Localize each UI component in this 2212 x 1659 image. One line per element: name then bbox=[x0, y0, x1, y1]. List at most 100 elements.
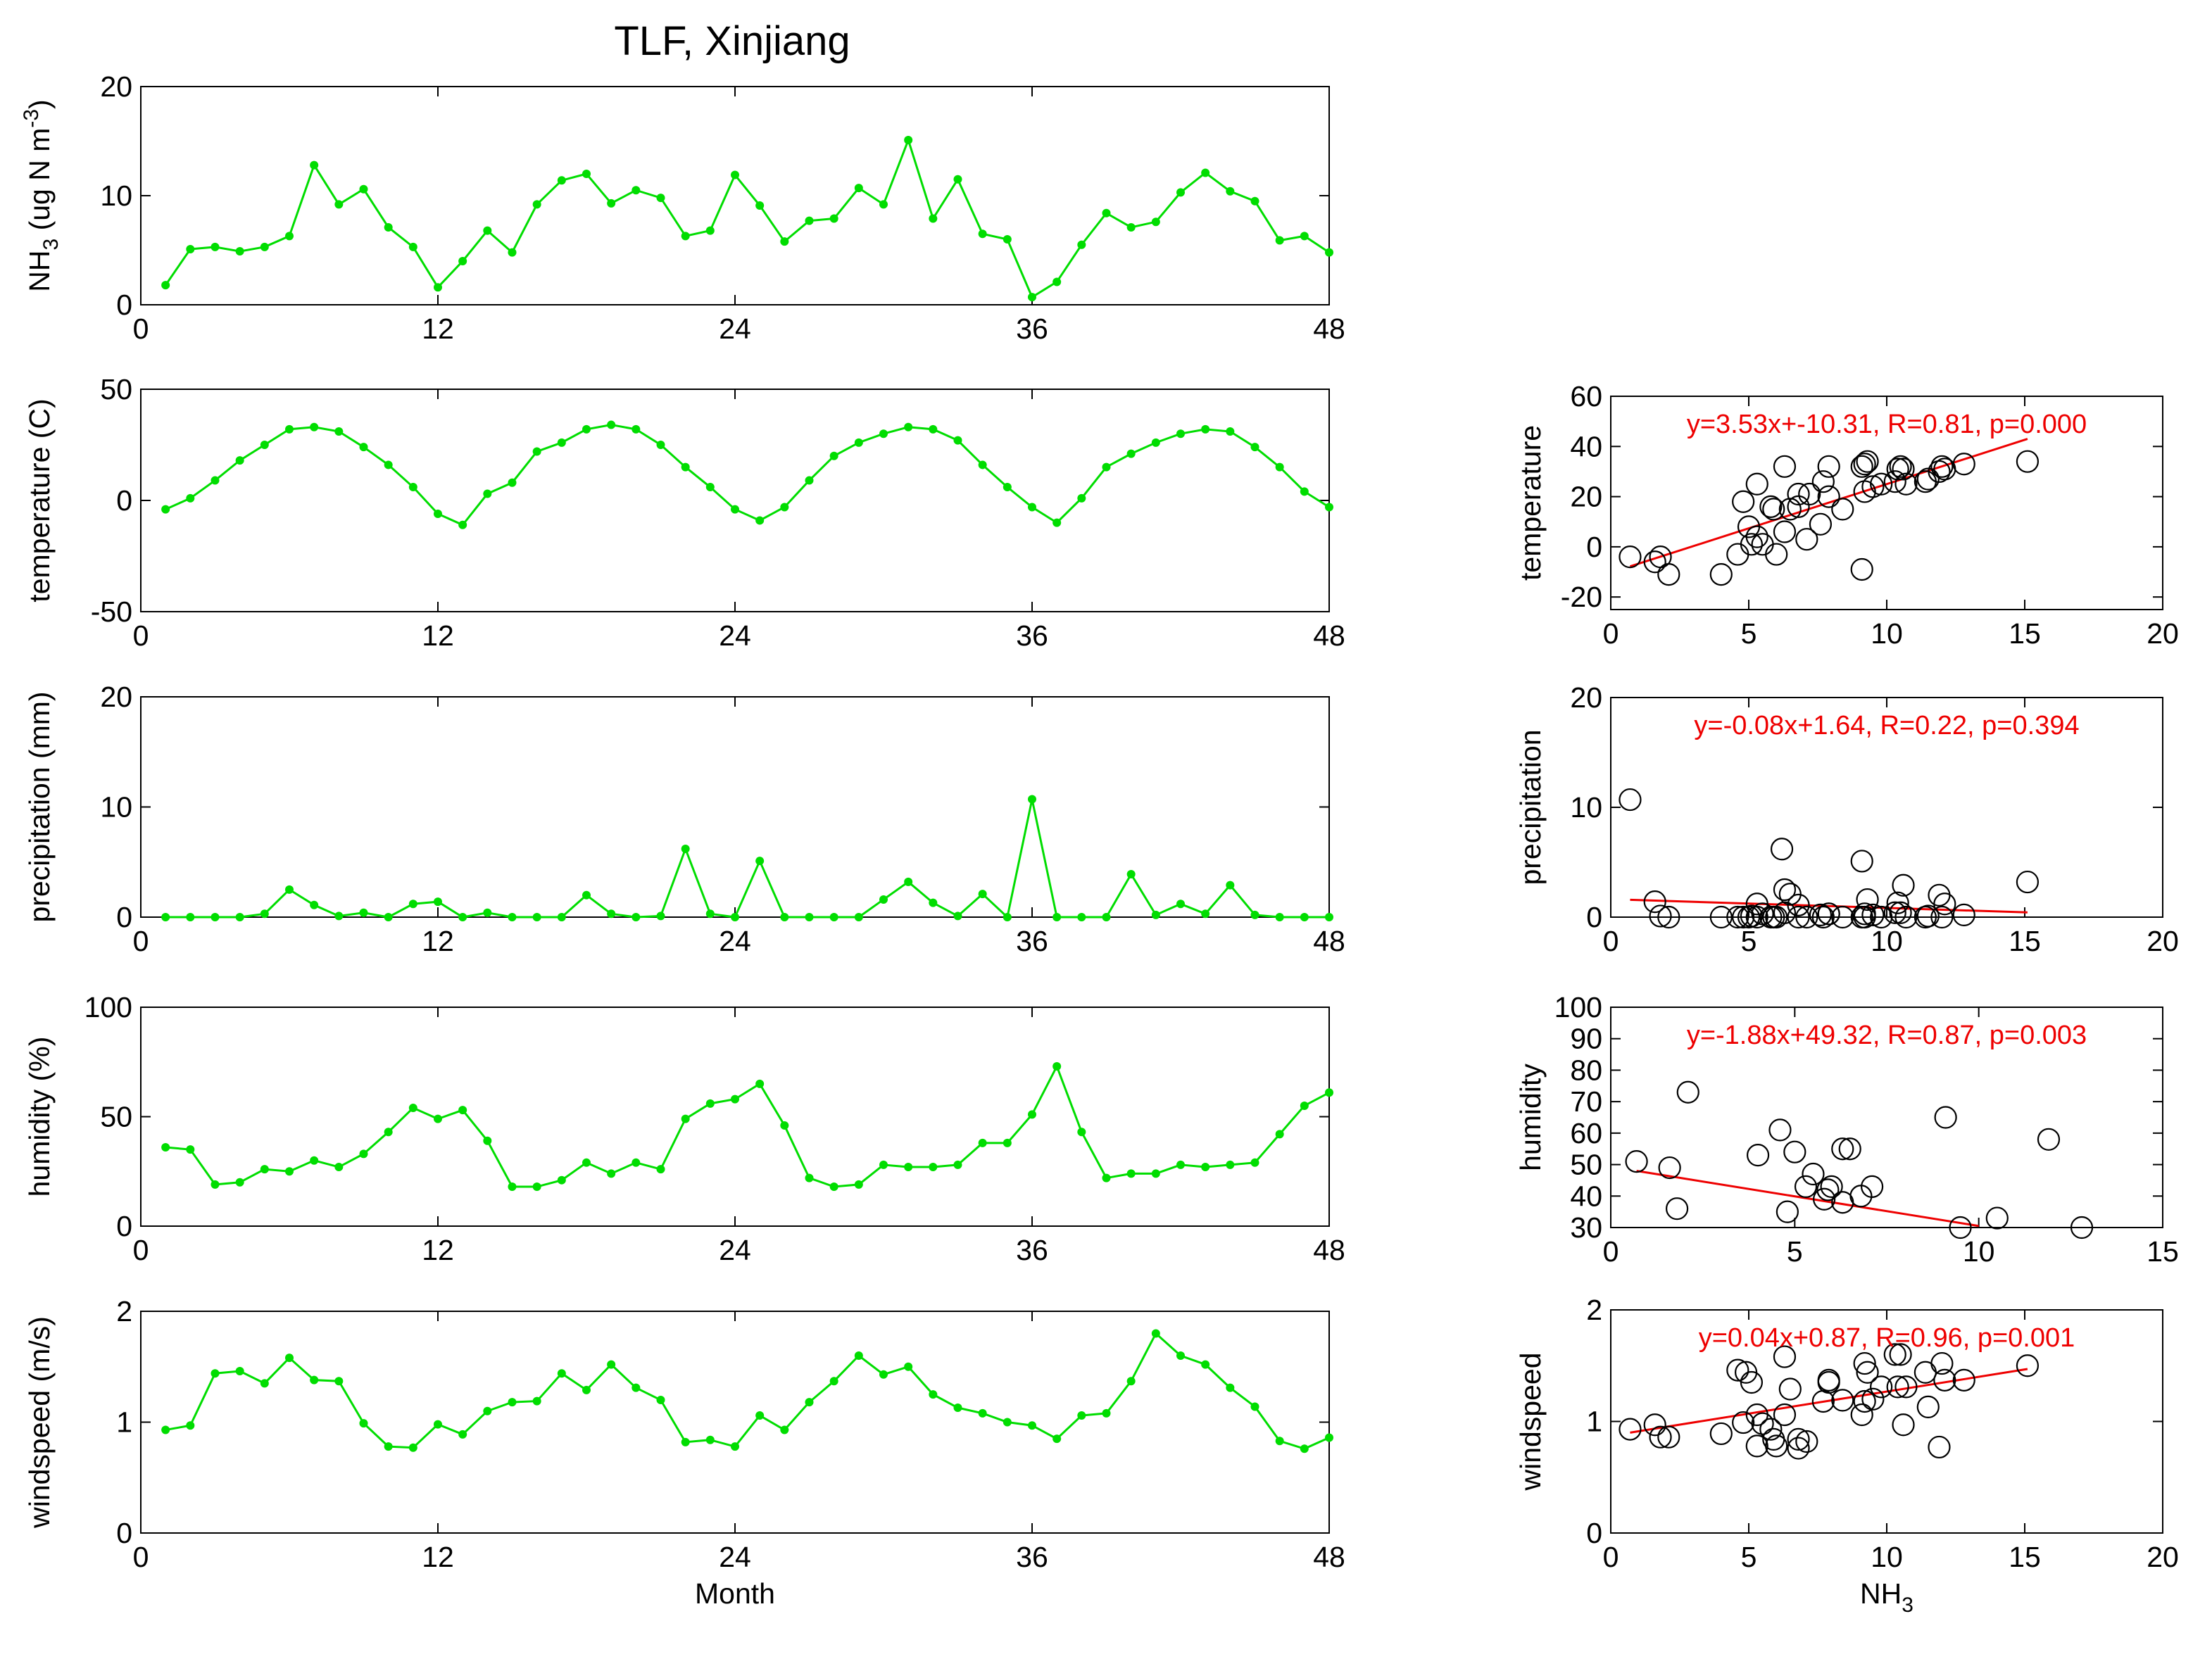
y-tick-label: 70 bbox=[1570, 1085, 1602, 1118]
scatter-point bbox=[1952, 903, 1975, 926]
data-point bbox=[755, 857, 765, 866]
data-point bbox=[210, 1369, 220, 1378]
x-tick-label: 20 bbox=[2147, 617, 2179, 650]
scatter-point bbox=[1726, 543, 1749, 566]
scatter-point bbox=[1765, 1434, 1788, 1458]
scatter-point bbox=[1657, 562, 1680, 586]
scatter-point bbox=[1658, 1156, 1681, 1180]
data-point bbox=[780, 1121, 789, 1130]
data-point bbox=[458, 1106, 467, 1115]
scatter-point bbox=[1913, 1361, 1937, 1384]
scatter-point bbox=[1657, 905, 1680, 929]
data-point bbox=[705, 909, 715, 919]
scatter-point bbox=[1889, 455, 1912, 478]
data-point bbox=[879, 200, 888, 209]
plot-frame bbox=[140, 696, 1330, 918]
y-tick-label: 20 bbox=[100, 681, 132, 713]
data-point bbox=[210, 476, 220, 485]
x-tick-label: 24 bbox=[719, 619, 751, 652]
scatter-point bbox=[1773, 878, 1797, 902]
data-point bbox=[929, 1163, 938, 1172]
data-point bbox=[161, 281, 170, 290]
data-point bbox=[656, 194, 665, 203]
scatter-point bbox=[1853, 1351, 1876, 1375]
data-point bbox=[731, 1442, 739, 1451]
data-point bbox=[260, 441, 269, 449]
y-axis-label: NH3 (ug N m-3) bbox=[20, 99, 63, 291]
x-tick-label: 5 bbox=[1787, 1235, 1803, 1268]
scatter-point bbox=[1726, 1358, 1749, 1382]
data-point bbox=[1176, 188, 1185, 197]
x-tick-label: 5 bbox=[1741, 617, 1757, 650]
data-point bbox=[705, 1435, 715, 1444]
data-point bbox=[235, 913, 244, 921]
data-point bbox=[1126, 449, 1136, 458]
scatter-point bbox=[1817, 1370, 1840, 1394]
data-point bbox=[557, 1369, 566, 1378]
x-axis-label: Month bbox=[695, 1577, 775, 1610]
data-point bbox=[458, 520, 467, 529]
y-tick-label: 50 bbox=[100, 1101, 132, 1133]
x-tick-label: 0 bbox=[1603, 1541, 1619, 1573]
data-point bbox=[953, 175, 962, 184]
y-tick-label: 2 bbox=[116, 1295, 132, 1327]
data-point bbox=[260, 1379, 269, 1388]
x-tick-label: 5 bbox=[1741, 1541, 1757, 1573]
data-point bbox=[829, 1182, 838, 1192]
data-point bbox=[532, 913, 541, 921]
y-tick-label: 0 bbox=[116, 1517, 132, 1549]
scatter-point bbox=[2016, 1354, 2040, 1377]
data-point bbox=[731, 505, 739, 514]
data-point bbox=[1102, 1408, 1111, 1418]
scatter-point bbox=[1811, 470, 1835, 493]
scatter-point bbox=[1928, 1435, 1951, 1459]
scatter-point bbox=[1831, 1137, 1854, 1161]
data-point bbox=[310, 1156, 319, 1165]
data-point bbox=[780, 913, 789, 921]
x-label-subscript: 3 bbox=[1902, 1594, 1913, 1617]
y-tick-label: 40 bbox=[1570, 430, 1602, 462]
scatter-point bbox=[1952, 1368, 1975, 1392]
data-point bbox=[235, 1367, 244, 1376]
x-tick-label: 10 bbox=[1871, 1541, 1903, 1573]
data-point bbox=[755, 516, 765, 525]
x-tick-label: 15 bbox=[2147, 1235, 2179, 1268]
scatter-point bbox=[1765, 543, 1788, 566]
y-tick-label: 40 bbox=[1570, 1180, 1602, 1212]
data-point bbox=[334, 1163, 344, 1172]
x-tick-label: 5 bbox=[1741, 925, 1757, 957]
data-point bbox=[681, 232, 690, 241]
x-tick-label: 0 bbox=[1603, 617, 1619, 650]
scatter-point bbox=[1883, 1343, 1906, 1366]
y-tick-label: 1 bbox=[116, 1406, 132, 1439]
data-point bbox=[1126, 222, 1136, 232]
x-tick-label: 12 bbox=[422, 1541, 454, 1573]
y-tick-label: 0 bbox=[1586, 531, 1602, 563]
scatter-point bbox=[1676, 1080, 1699, 1104]
y-tick-label: 90 bbox=[1570, 1023, 1602, 1055]
scatter-point bbox=[1783, 1140, 1806, 1163]
data-point bbox=[235, 247, 244, 256]
data-point bbox=[1325, 913, 1333, 921]
scatter-point bbox=[1773, 520, 1797, 543]
y-tick-label: 0 bbox=[116, 289, 132, 321]
scatter-point bbox=[1883, 901, 1906, 924]
y-tick-label: 20 bbox=[1570, 481, 1602, 513]
data-point bbox=[483, 1406, 492, 1415]
data-point bbox=[235, 1178, 244, 1187]
regression-equation: y=-0.08x+1.64, R=0.22, p=0.394 bbox=[1694, 711, 2079, 740]
data-point bbox=[260, 909, 269, 919]
scatter-point bbox=[1768, 1118, 1792, 1142]
data-point bbox=[483, 1136, 492, 1145]
scatter-point bbox=[1853, 453, 1876, 476]
x-tick-label: 12 bbox=[422, 313, 454, 345]
data-point bbox=[805, 1173, 814, 1182]
data-point bbox=[1250, 1158, 1259, 1167]
data-point bbox=[607, 1360, 616, 1369]
data-point bbox=[1052, 913, 1062, 921]
scatter-point bbox=[1795, 1430, 1818, 1453]
data-point bbox=[483, 489, 492, 498]
data-point bbox=[1275, 913, 1284, 921]
data-point bbox=[953, 911, 962, 921]
